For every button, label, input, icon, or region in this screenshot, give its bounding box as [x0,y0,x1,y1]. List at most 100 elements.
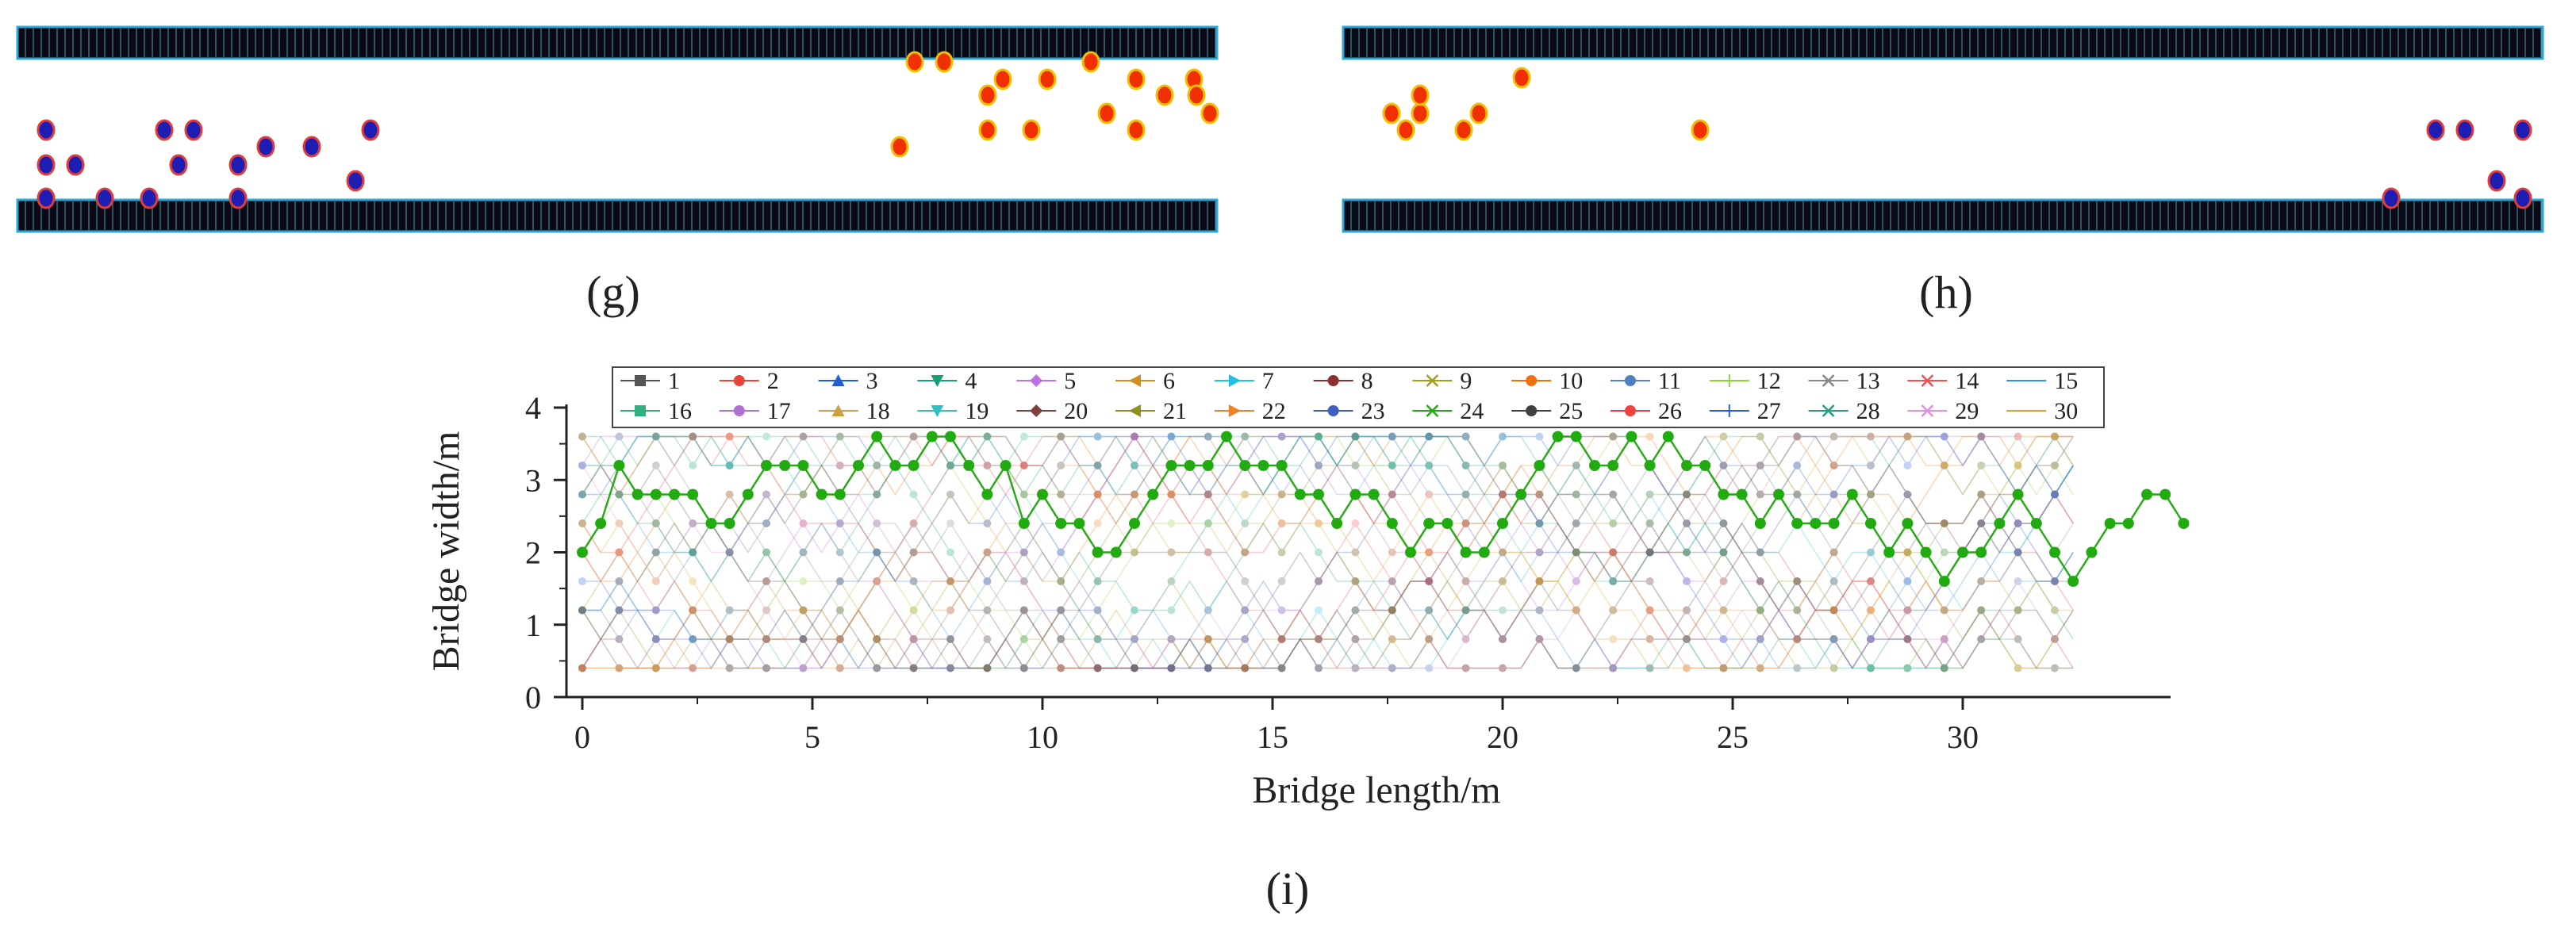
series-line [582,435,2074,669]
series-point [1719,519,1728,527]
legend-label: 1 [668,368,680,394]
series-point [1756,490,1764,499]
series-24-point [779,460,791,471]
background-series-14 [578,432,2074,672]
series-point [2014,462,2022,469]
legend-label: 24 [1460,398,1484,424]
series-point [1940,606,1948,615]
background-series-29 [578,462,2074,672]
legend-marker [931,405,944,417]
series-point [1756,635,1764,643]
series-point [1315,432,1323,441]
series-point [1167,635,1176,643]
series-point [1609,577,1618,585]
series-point [909,606,918,615]
series-point [1461,490,1470,499]
series-point [1499,635,1507,643]
series-point [1756,635,1764,643]
series-point [873,664,881,672]
series-point [1977,490,1986,499]
series-point [1829,635,1838,643]
series-point [799,664,808,672]
vehicle-marker-red [1187,84,1206,106]
series-point [909,432,918,441]
series-point [1903,490,1912,499]
series-point [1683,635,1691,643]
series-point [615,577,624,585]
series-24-point [1681,460,1692,471]
series-point [1425,432,1434,441]
series-point [1131,635,1138,643]
x-tick-label: 15 [1257,719,1288,755]
series-point [1756,664,1764,672]
series-point [1756,432,1764,441]
series-point [578,606,586,615]
series-point [1572,577,1580,585]
legend-marker [733,405,745,416]
series-point [1425,606,1434,615]
series-point [1683,577,1691,585]
series-point [1793,490,1802,499]
background-series-6 [578,577,2074,672]
series-point [1535,519,1544,527]
series-point [2051,664,2059,672]
series-point [1057,635,1065,643]
series-point [1057,664,1065,672]
series-point [983,548,992,557]
series-point [983,664,992,672]
series-point [1167,664,1176,672]
series-point [1425,432,1434,441]
series-point [1167,490,1176,499]
series-point [762,577,770,585]
series-point [615,635,624,643]
series-point [946,606,954,615]
series-point [1683,635,1691,643]
series-point [2014,548,2022,557]
series-24-point [2159,488,2171,500]
series-point [1351,577,1360,585]
background-series-11 [578,432,2074,643]
series-point [946,664,954,672]
series-point [1645,606,1654,615]
series-point [1756,462,1764,469]
series-point [1351,432,1360,441]
series-point [873,635,881,643]
legend-label: 20 [1064,398,1088,424]
legend-marker [1625,375,1636,386]
series-point [1977,635,1986,643]
series-point [1645,635,1654,643]
series-point [1461,664,1470,672]
series-point [1131,462,1138,469]
series-point [1499,548,1507,557]
series-point [1535,490,1544,499]
series-point [2051,462,2059,469]
series-line [582,464,2074,669]
deck-body [1342,25,2544,60]
legend-label: 23 [1361,398,1385,424]
series-point [1977,432,1986,441]
series-point [1572,490,1580,499]
series-point [1315,577,1323,585]
x-tick-label: 30 [1947,719,1979,755]
series-point [1204,432,1212,441]
series-point [689,577,697,585]
series-point [1204,664,1212,672]
panel-h [1342,25,2544,233]
series-point [1277,432,1286,441]
x-ticks: 0 5 10 15 20 25 30 [574,697,1979,755]
vehicle-marker-red [1454,119,1473,141]
series-point [1241,635,1250,643]
legend-label: 6 [1163,368,1175,394]
series-point [1204,490,1212,499]
series-point [1719,664,1728,672]
deck-bottom-g [16,198,1219,233]
series-point [1903,577,1912,585]
series-point [799,664,808,672]
series-point [1388,635,1396,643]
series-point [1756,635,1764,643]
series-point [1388,606,1396,615]
y-tick-label: 2 [525,535,541,571]
series-point [1499,462,1507,469]
series-point [799,606,808,615]
series-point [909,432,918,441]
